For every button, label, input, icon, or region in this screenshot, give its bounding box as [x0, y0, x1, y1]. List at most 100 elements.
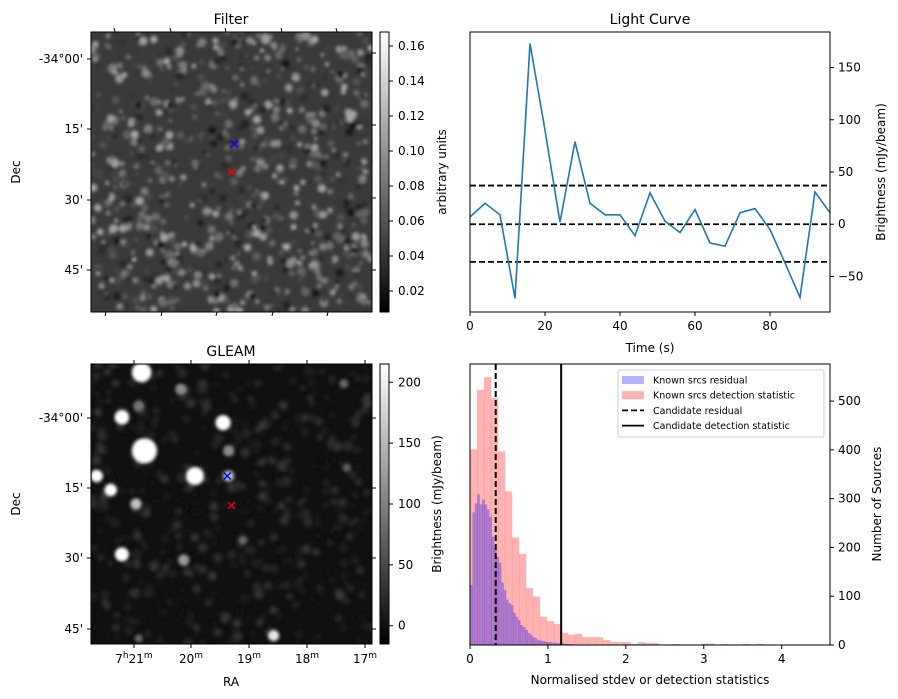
gleam-xlabel: RA: [223, 675, 240, 689]
noise-blob: [310, 241, 315, 245]
noise-blob: [330, 70, 335, 74]
noise-blob: [219, 101, 227, 109]
noise-blob: [102, 466, 113, 476]
noise-blob: [205, 398, 210, 403]
noise-blob: [174, 163, 178, 167]
blue-cross-marker: [230, 140, 239, 148]
noise-blob: [236, 93, 241, 98]
gleam-x-tick-label: 19m: [237, 651, 261, 666]
noise-blob: [237, 386, 244, 393]
noise-blob: [131, 296, 140, 305]
noise-blob: [297, 560, 306, 568]
histogram-bar: [537, 640, 540, 645]
noise-blob: [353, 517, 359, 523]
noise-blob: [231, 265, 236, 270]
noise-blob: [364, 393, 371, 400]
noise-blob: [229, 221, 234, 226]
noise-blob: [348, 471, 357, 480]
noise-blob: [338, 61, 347, 70]
noise-blob: [349, 503, 355, 509]
noise-blob: [136, 216, 143, 223]
marker-stroke: [230, 140, 239, 148]
noise-blob: [329, 169, 333, 172]
histogram-bar: [483, 377, 492, 645]
noise-blob: [256, 275, 263, 281]
noise-blob: [278, 215, 285, 222]
noise-blob: [93, 364, 101, 369]
noise-blob: [205, 241, 214, 251]
noise-blob: [340, 89, 346, 95]
noise-blob: [277, 164, 283, 170]
noise-blob: [190, 533, 199, 542]
noise-blob: [359, 517, 367, 525]
noise-blob: [341, 83, 348, 91]
noise-blob: [168, 119, 172, 123]
noise-blob: [169, 295, 173, 299]
noise-blob: [98, 282, 105, 289]
noise-blob: [301, 306, 309, 312]
noise-blob: [126, 54, 131, 60]
noise-blob: [354, 266, 361, 273]
histogram-candidate-lines: [494, 364, 563, 645]
noise-blob: [160, 233, 169, 242]
red-cross-marker: [227, 501, 236, 510]
noise-blob: [278, 400, 288, 410]
colorbar-tick-label: 50: [398, 558, 413, 572]
noise-blob: [332, 175, 339, 181]
noise-blob: [271, 507, 280, 515]
histogram-bar: [498, 562, 502, 645]
noise-blob: [315, 634, 321, 640]
noise-blob: [112, 624, 118, 630]
noise-blob: [266, 69, 270, 73]
noise-blob: [258, 192, 263, 197]
noise-blob: [192, 279, 201, 288]
noise-blob: [160, 248, 165, 253]
noise-blob: [266, 138, 271, 144]
noise-blob: [132, 559, 140, 567]
noise-blob: [135, 428, 143, 436]
noise-blob: [126, 589, 132, 596]
noise-blob: [298, 126, 304, 132]
noise-blob: [166, 101, 174, 109]
noise-blob: [322, 104, 331, 114]
histogram-bar: [532, 596, 541, 645]
noise-blob: [210, 513, 218, 522]
noise-blob: [142, 470, 147, 475]
noise-blob: [208, 126, 217, 135]
colorbar-tick-label: 200: [398, 375, 421, 389]
noise-blob: [339, 460, 344, 466]
noise-blob: [193, 271, 202, 280]
noise-blob: [342, 120, 350, 127]
noise-blob: [142, 66, 147, 71]
gleam-image: [91, 364, 372, 644]
noise-blob: [270, 155, 277, 162]
histogram-bar: [539, 616, 548, 645]
noise-blob: [293, 184, 300, 192]
noise-blob: [352, 77, 361, 86]
noise-blob: [285, 580, 291, 587]
colorbar-tick-label: 0: [398, 619, 406, 633]
noise-blob: [150, 305, 158, 312]
noise-blob: [96, 92, 101, 97]
filter-y-tick-label: -34°00': [39, 52, 83, 66]
noise-blob: [307, 413, 317, 423]
noise-blob: [335, 268, 345, 278]
noise-blob: [308, 226, 315, 233]
noise-blob: [277, 152, 285, 160]
noise-blob: [276, 309, 282, 312]
histogram-bar: [707, 643, 715, 645]
noise-blob: [284, 100, 291, 106]
noise-blob: [286, 593, 293, 600]
noise-blob: [219, 54, 226, 62]
noise-blob: [110, 518, 121, 528]
noise-blob: [209, 502, 218, 511]
noise-blob: [130, 152, 134, 156]
noise-blob: [191, 63, 197, 69]
noise-blob: [108, 125, 114, 131]
light-curve-axes-frame: [469, 31, 831, 313]
noise-blob: [247, 519, 255, 528]
noise-blob: [289, 565, 296, 572]
histogram-bar: [551, 642, 555, 645]
noise-blob: [241, 428, 252, 438]
filter-x-tick-top: [280, 27, 283, 33]
